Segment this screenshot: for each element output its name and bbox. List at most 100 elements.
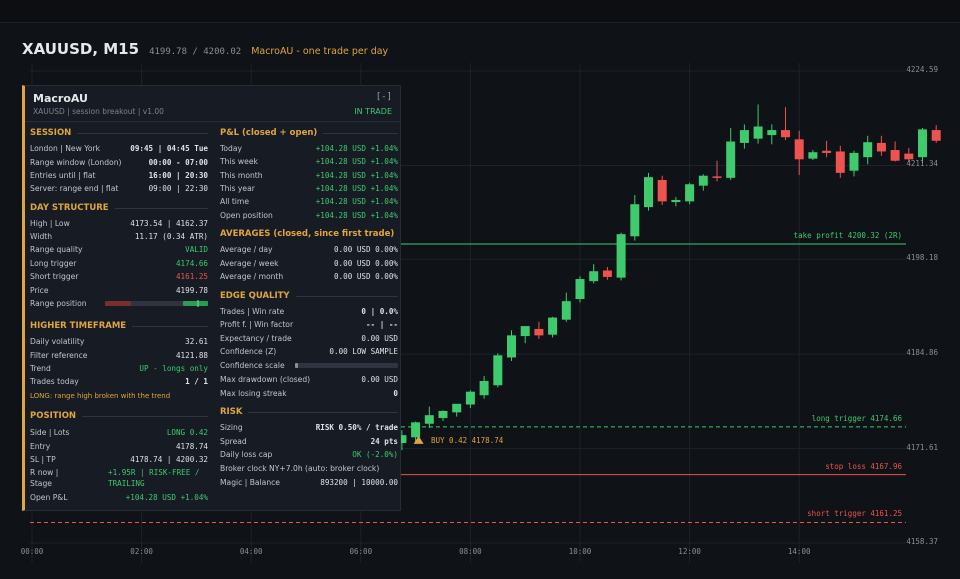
candle-up — [575, 279, 585, 300]
candle-up — [452, 403, 462, 413]
candle-up — [685, 184, 695, 202]
bid-ask-prices: 4199.78 / 4200.02 — [149, 47, 242, 57]
section-averages: AVERAGES (closed, since first trade) — [220, 229, 398, 239]
section-higher-timeframe: HIGHER TIMEFRAME — [30, 321, 208, 331]
candle-up — [753, 126, 763, 139]
row-avg-day: Average / day 0.00 USD 0.00% — [220, 245, 398, 254]
row-trend: Trend UP - longs only — [30, 364, 208, 373]
row-expectancy: Expectancy / trade 0.00 USD — [220, 334, 398, 343]
price-tick-label: 4184.86 — [906, 348, 938, 358]
row-avg-week: Average / week 0.00 USD 0.00% — [220, 259, 398, 268]
row-pnl-open: Open position +104.28 USD +1.04% — [220, 211, 398, 220]
confidence-scale-bar — [295, 363, 398, 368]
time-tick-label: 00:00 — [20, 547, 44, 556]
row-short-trigger: Short trigger 4161.25 — [30, 272, 208, 281]
section-day-structure: DAY STRUCTURE — [30, 203, 208, 213]
chart-header: XAUUSD, M15 4199.78 / 4200.02 MacroAU - … — [22, 40, 388, 58]
row-filter-reference: Filter reference 4121.88 — [30, 351, 208, 360]
candle-up — [918, 129, 927, 158]
time-tick-label: 04:00 — [239, 547, 263, 556]
row-long-trigger: Long trigger 4174.66 — [30, 259, 208, 268]
row-range-position: Range position — [30, 297, 208, 310]
candle-up — [739, 130, 749, 143]
row-price: Price 4199.78 — [30, 286, 208, 295]
candle-up — [548, 317, 558, 335]
row-sl-tp: SL | TP 4178.74 | 4200.32 — [30, 455, 208, 464]
candle-up — [479, 380, 489, 396]
panel-subtitle: XAUUSD | session breakout | v1.00 — [33, 107, 164, 116]
row-spread: Spread 24 pts — [220, 437, 398, 446]
range-position-bar — [105, 300, 208, 307]
section-risk: RISK — [220, 407, 398, 417]
row-daily-volatility: Daily volatility 32.61 — [30, 337, 208, 346]
candle-up — [671, 199, 681, 203]
candle-down — [876, 142, 886, 152]
long-trigger-label: long trigger 4174.66 — [811, 413, 902, 423]
candle-up — [507, 335, 516, 358]
time-tick-label: 14:00 — [787, 547, 811, 556]
section-edge-quality: EDGE QUALITY — [220, 291, 398, 301]
candle-up — [698, 175, 708, 186]
panel-title: MacroAU — [33, 92, 88, 105]
candle-up — [561, 301, 571, 320]
row-entries-until: Entries until | flat 16:00 | 20:30 — [30, 171, 208, 180]
row-avg-month: Average / month 0.00 USD 0.00% — [220, 272, 398, 281]
ea-dashboard-panel: MacroAU XAUUSD | session breakout | v1.0… — [22, 85, 401, 511]
time-tick-label: 02:00 — [130, 547, 153, 556]
candle-up — [520, 326, 530, 337]
price-tick-label: 4158.37 — [906, 537, 938, 546]
price-tick-label: 4198.18 — [906, 253, 938, 263]
time-tick-label: 08:00 — [459, 547, 482, 556]
candle-down — [712, 176, 722, 178]
row-range-window: Range window (London) 00:00 - 07:00 — [30, 158, 208, 167]
candle-up — [767, 130, 777, 136]
row-pnl-year: This year +104.28 USD +1.04% — [220, 184, 398, 193]
section-position: POSITION — [30, 411, 208, 421]
candle-up — [726, 141, 736, 178]
section-session: SESSION — [30, 128, 208, 138]
candle-up — [493, 355, 503, 386]
buy-arrow-icon — [413, 435, 424, 444]
row-max-drawdown: Max drawdown (closed) 0.00 USD — [220, 375, 398, 384]
row-confidence-scale: Confidence scale — [220, 359, 398, 372]
time-tick-label: 06:00 — [349, 547, 373, 556]
candle-down — [822, 150, 832, 153]
row-broker-clock: Broker clock NY+7.0h (auto: broker clock… — [220, 464, 380, 473]
status-badge: IN TRADE — [354, 107, 392, 116]
row-magic-balance: Magic | Balance 893200 | 10000.00 — [220, 478, 398, 487]
candle-down — [794, 139, 804, 160]
candle-up — [616, 234, 626, 278]
collapse-button[interactable]: [-] — [375, 92, 392, 102]
time-tick-label: 12:00 — [678, 547, 701, 556]
row-max-losing-streak: Max losing streak 0 — [220, 389, 398, 398]
row-trades-winrate: Trades | Win rate 0 | 0.0% — [220, 307, 398, 316]
row-pnl-month: This month +104.28 USD +1.04% — [220, 171, 398, 180]
symbol-title: XAUUSD, M15 — [22, 40, 140, 58]
row-open-pnl: Open P&L +104.28 USD +1.04% — [30, 493, 208, 502]
row-pnl-all-time: All time +104.28 USD +1.04% — [220, 197, 398, 206]
candle-up — [808, 152, 818, 159]
section-pnl: P&L (closed + open) — [220, 128, 398, 138]
trend-note: LONG: range high broken with the trend — [30, 392, 171, 400]
ea-label: MacroAU - one trade per day — [251, 46, 389, 57]
row-confidence-z: Confidence (Z) 0.00 LOW SAMPLE — [220, 347, 398, 356]
short-trigger-label: short trigger 4161.25 — [807, 509, 902, 519]
candle-up — [411, 422, 421, 438]
candle-down — [602, 270, 612, 277]
row-trades-today: Trades today 1 / 1 — [30, 377, 208, 386]
row-r-now-stage: R now | Stage +1.95R | RISK-FREE / TRAILIN… — [30, 468, 200, 488]
row-profit-factor: Profit f. | Win factor -- | -- — [220, 320, 398, 329]
row-server-times: Server: range end | flat 09:00 | 22:30 — [30, 184, 208, 193]
candle-up — [438, 410, 448, 419]
panel-header: MacroAU XAUUSD | session breakout | v1.0… — [25, 86, 400, 122]
row-pnl-week: This week +104.28 USD +1.04% — [220, 157, 398, 166]
candle-down — [657, 179, 667, 202]
row-session-times: London | New York 09:45 | 04:45 Tue — [30, 144, 208, 153]
buy-marker-label: BUY 0.42 4178.74 — [431, 435, 504, 445]
price-tick-label: 4171.61 — [906, 442, 938, 452]
candle-up — [849, 152, 859, 171]
row-entry: Entry 4178.74 — [30, 442, 208, 451]
take-profit-label: take profit 4200.32 (2R) — [793, 230, 902, 240]
candle-down — [835, 151, 845, 173]
row-range-quality: Range quality VALID — [30, 245, 208, 254]
